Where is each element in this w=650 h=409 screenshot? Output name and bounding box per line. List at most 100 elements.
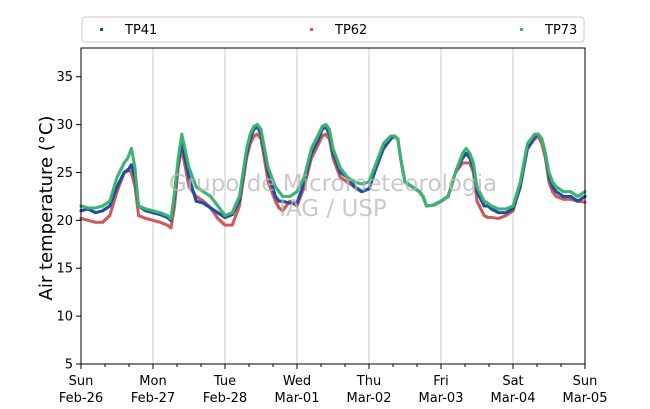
data-point <box>378 155 382 159</box>
data-point <box>240 176 244 180</box>
data-point <box>399 158 403 162</box>
data-point <box>186 161 190 165</box>
data-point <box>500 215 503 219</box>
data-point <box>545 160 549 164</box>
data-point <box>520 173 524 176</box>
data-point <box>130 172 134 176</box>
data-point <box>130 151 134 155</box>
data-point <box>170 212 174 216</box>
data-point <box>172 198 175 201</box>
data-point <box>268 175 271 179</box>
data-point <box>297 197 300 201</box>
data-point <box>170 223 173 227</box>
data-point <box>192 192 196 196</box>
data-point <box>180 132 184 136</box>
y-tick-label: 15 <box>56 262 73 277</box>
data-point <box>184 159 187 162</box>
data-point <box>175 165 179 169</box>
data-point <box>268 185 272 188</box>
data-point <box>96 205 100 209</box>
data-point <box>494 206 498 210</box>
data-point <box>134 170 137 174</box>
data-point <box>265 158 269 162</box>
data-point <box>562 190 565 194</box>
data-point <box>512 200 516 203</box>
data-point <box>187 182 190 186</box>
data-point <box>369 176 373 180</box>
x-tick-label-day: Sat <box>502 374 523 389</box>
data-point <box>110 192 114 196</box>
data-point <box>363 189 367 192</box>
data-point <box>182 141 186 145</box>
data-point <box>243 159 247 163</box>
data-point <box>475 198 479 202</box>
data-point <box>474 193 478 197</box>
data-point <box>178 147 181 151</box>
data-point <box>271 186 275 189</box>
data-point <box>263 149 267 153</box>
data-point <box>295 201 299 205</box>
data-point <box>474 192 478 196</box>
data-point <box>267 183 271 187</box>
data-point <box>472 165 476 169</box>
data-point <box>131 157 135 161</box>
data-point <box>370 179 373 183</box>
data-point <box>158 220 162 224</box>
data-point <box>131 154 135 158</box>
data-point <box>108 212 112 216</box>
data-point <box>281 195 284 198</box>
data-point <box>190 173 194 177</box>
data-point <box>474 177 478 181</box>
data-point <box>170 213 173 217</box>
data-point <box>272 181 276 184</box>
data-point <box>458 157 462 161</box>
data-point <box>187 183 191 187</box>
data-point <box>264 152 268 156</box>
data-point <box>547 169 551 173</box>
data-point <box>308 154 311 158</box>
data-point <box>131 155 135 159</box>
data-point <box>329 136 333 140</box>
data-point <box>368 184 372 188</box>
x-tick-label-day: Sun <box>573 374 598 389</box>
data-point <box>182 151 186 155</box>
data-point <box>517 183 521 187</box>
data-point <box>111 190 114 194</box>
data-point <box>189 170 193 174</box>
data-point <box>110 206 114 210</box>
data-point <box>266 179 270 182</box>
data-point <box>238 195 241 198</box>
data-point <box>472 164 476 168</box>
data-point <box>270 183 274 186</box>
data-point <box>497 217 500 220</box>
data-point <box>336 169 340 173</box>
data-point <box>475 182 478 186</box>
data-point <box>336 158 339 162</box>
data-point <box>264 154 268 157</box>
data-point <box>241 173 245 177</box>
data-point <box>519 179 522 182</box>
data-point <box>115 191 118 195</box>
data-point <box>269 178 272 182</box>
data-point <box>96 220 100 224</box>
data-point <box>516 188 520 191</box>
data-point <box>452 175 456 179</box>
data-point <box>519 176 523 179</box>
data-point <box>239 187 242 191</box>
data-point <box>523 157 526 161</box>
data-point <box>85 218 89 222</box>
data-point <box>260 132 264 136</box>
data-point <box>113 191 117 195</box>
data-point <box>189 181 193 185</box>
data-point <box>521 166 525 170</box>
data-point <box>135 184 139 188</box>
y-axis-label: Air temperature (°C) <box>36 116 57 301</box>
data-point <box>132 158 136 162</box>
data-point <box>557 196 561 199</box>
data-point <box>242 162 246 166</box>
data-point <box>523 156 527 159</box>
data-point <box>377 154 381 157</box>
data-point <box>174 178 178 181</box>
data-point <box>147 210 151 213</box>
data-point <box>164 213 168 217</box>
